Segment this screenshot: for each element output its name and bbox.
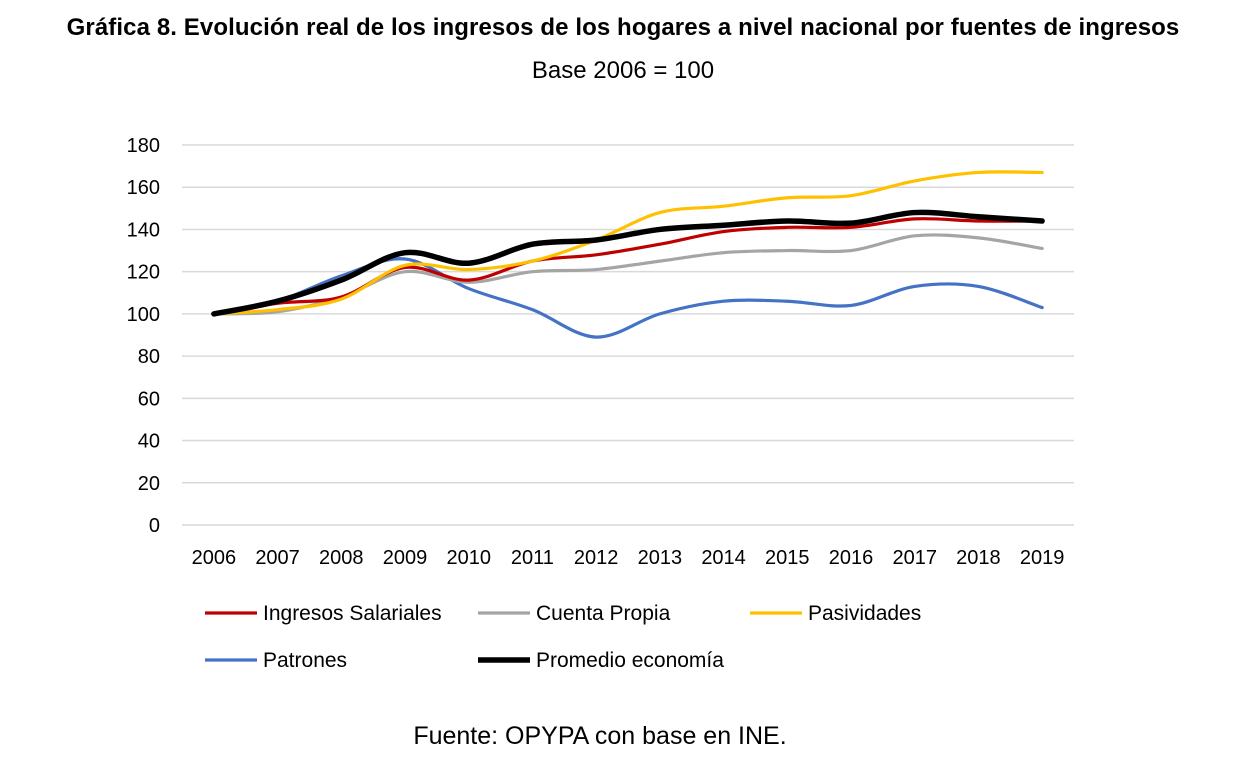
- x-tick-label: 2014: [701, 547, 746, 569]
- y-tick-label: 40: [138, 431, 160, 453]
- x-tick-label: 2018: [956, 547, 1001, 569]
- legend-label-patrones: Patrones: [263, 649, 347, 672]
- y-tick-label: 120: [127, 262, 160, 284]
- series-line-promedio-economia: [211, 209, 1045, 317]
- y-tick-label: 80: [138, 346, 160, 368]
- y-tick-label: 0: [149, 515, 160, 537]
- chart-title: Gráfica 8. Evolución real de los ingreso…: [66, 14, 1180, 41]
- chart-subtitle: Base 2006 = 100: [531, 57, 715, 84]
- series-line-ingresos-salariales: [212, 217, 1044, 316]
- source-note: Fuente: OPYPA con base en INE.: [413, 722, 787, 750]
- x-tick-label: 2010: [446, 547, 491, 569]
- x-axis-ticks: 2006 2007 2008 2009 2010 2011 2012 2013 2014 2015…: [192, 547, 1065, 569]
- legend: Ingresos Salariales Cuenta Propia Pasivida…: [205, 602, 921, 672]
- legend-label-promedio-economia: Promedio economía: [536, 649, 724, 672]
- x-tick-label: 2009: [383, 547, 428, 569]
- x-tick-label: 2019: [1020, 547, 1065, 569]
- x-tick-label: 2008: [319, 547, 364, 569]
- legend-label-ingresos-salariales: Ingresos Salariales: [263, 602, 442, 625]
- x-tick-label: 2016: [829, 547, 874, 569]
- y-tick-label: 20: [138, 473, 160, 495]
- x-tick-label: 2006: [192, 547, 237, 569]
- legend-label-cuenta-propia: Cuenta Propia: [536, 602, 671, 625]
- legend-label-pasividades: Pasividades: [808, 602, 921, 625]
- grid-layer: [182, 144, 1074, 526]
- y-axis-ticks: 0 20 40 60 80 100 120 140 160 180: [127, 135, 160, 537]
- y-tick-label: 100: [127, 304, 160, 326]
- y-tick-label: 60: [138, 388, 160, 410]
- x-tick-label: 2012: [574, 547, 619, 569]
- series-line-patrones: [212, 257, 1044, 339]
- y-tick-label: 180: [127, 135, 160, 157]
- series-line-cuenta-propia: [212, 233, 1044, 316]
- y-tick-label: 140: [127, 219, 160, 241]
- series-line-pasividades: [212, 170, 1044, 316]
- x-tick-label: 2013: [638, 547, 683, 569]
- x-tick-label: 2007: [255, 547, 300, 569]
- x-tick-label: 2015: [765, 547, 810, 569]
- x-tick-label: 2011: [511, 547, 554, 569]
- y-tick-label: 160: [127, 177, 160, 199]
- x-tick-label: 2017: [892, 547, 937, 569]
- series-layer: [211, 170, 1045, 339]
